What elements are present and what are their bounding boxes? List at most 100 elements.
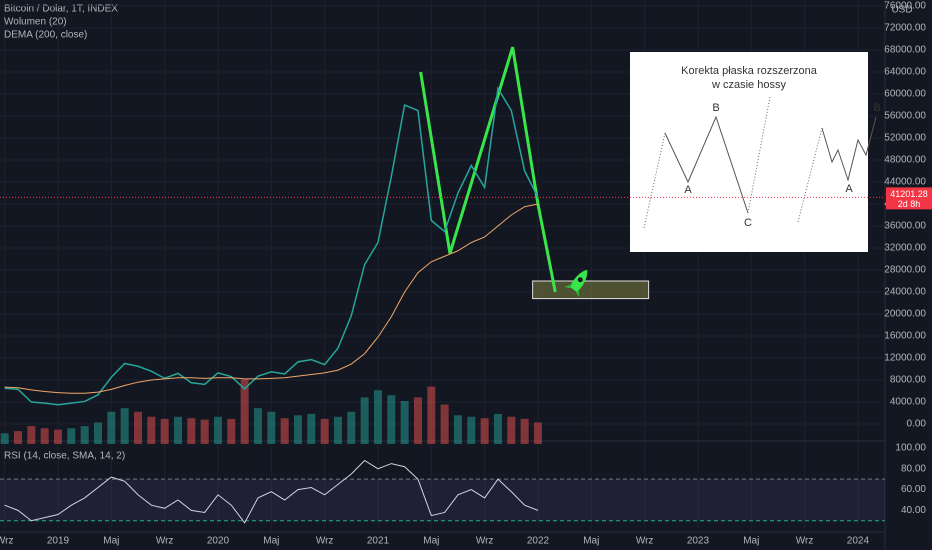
volume-bar (440, 404, 449, 444)
x-tick-label: Maj (423, 536, 439, 547)
volume-bar (13, 431, 22, 444)
volume-bar (27, 426, 36, 444)
volume-bar (467, 416, 476, 444)
volume-bar (200, 419, 209, 444)
volume-bar (67, 428, 76, 444)
y-tick-label: 72000.00 (884, 23, 926, 34)
volume-title: Wolumen (20) (4, 17, 67, 28)
price-line (4, 86, 539, 406)
rsi-line (4, 459, 539, 524)
x-tick-label: Wrz (0, 536, 13, 547)
inset-line (664, 115, 749, 214)
inset-line (797, 127, 823, 223)
volume-bar (107, 411, 116, 444)
inset-image: Korekta płaska rozszerzona w czasie hoss… (630, 52, 881, 252)
last-price-label: 41201.28 (890, 189, 928, 199)
inset-label: B (712, 102, 719, 114)
volume-bar (53, 429, 62, 444)
volume-bar (333, 416, 342, 444)
x-tick-label: Wrz (476, 536, 494, 547)
y-tick-label: 48000.00 (884, 155, 926, 166)
y-tick-label: 20000.00 (884, 309, 926, 320)
volume-bar (213, 416, 222, 444)
countdown-label: 2d 8h (898, 199, 921, 209)
volume-bar (307, 413, 316, 444)
volume-bar (320, 418, 329, 444)
unit-label: USD (891, 5, 912, 16)
volume-bar (80, 426, 89, 444)
y-tick-label: 80.00 (901, 463, 926, 474)
volume-bar (0, 433, 9, 444)
y-tick-label: 36000.00 (884, 221, 926, 232)
inset-line (643, 132, 666, 229)
last-price-tag (886, 187, 932, 210)
volume-bar (453, 415, 462, 444)
volume-bar (40, 428, 49, 444)
volume-bar (400, 401, 409, 444)
volume-bar (93, 422, 102, 444)
x-tick-label: Maj (263, 536, 279, 547)
inset-label: A (684, 184, 692, 196)
x-tick-label: Wrz (156, 536, 174, 547)
inset-title: w czasie hossy (711, 79, 786, 91)
y-tick-label: 28000.00 (884, 265, 926, 276)
volume-bar (480, 418, 489, 444)
rsi-band (0, 479, 885, 521)
volume-bar (493, 413, 502, 444)
x-tick-label: 2019 (47, 536, 70, 547)
x-tick-label: 2022 (527, 536, 550, 547)
volume-bar (373, 390, 382, 444)
y-tick-label: 44000.00 (884, 177, 926, 188)
target-zone (532, 280, 650, 300)
volume-bar (120, 408, 129, 444)
x-tick-label: Wrz (796, 536, 814, 547)
x-tick-label: Maj (583, 536, 599, 547)
y-tick-label: 8000.00 (890, 375, 927, 386)
y-tick-label: 100.00 (895, 443, 926, 454)
x-tick-label: 2023 (687, 536, 710, 547)
volume-bar (173, 416, 182, 444)
x-tick-label: 2020 (207, 536, 230, 547)
volume-bar (413, 397, 422, 444)
volume-bar (360, 397, 369, 444)
annotation-line (419, 46, 557, 293)
x-tick-label: Wrz (316, 536, 334, 547)
volume-bar (147, 416, 156, 444)
volume-bar (347, 411, 356, 444)
volume-bar (253, 408, 262, 444)
y-tick-label: 68000.00 (884, 45, 926, 56)
volume-bar (280, 418, 289, 444)
volume-bar (227, 418, 236, 444)
rsi-title: RSI (14, close, SMA, 14, 2) (4, 451, 125, 462)
y-tick-label: 52000.00 (884, 133, 926, 144)
inset-label: A (845, 183, 853, 195)
inset-line (821, 116, 877, 182)
volume-bar (187, 418, 196, 444)
volume-bar (520, 418, 529, 444)
inset-background (630, 52, 868, 252)
y-tick-label: 40.00 (901, 505, 926, 516)
y-tick-label: 56000.00 (884, 111, 926, 122)
volume-bar (387, 395, 396, 444)
y-tick-label: 24000.00 (884, 287, 926, 298)
x-tick-label: Wrz (636, 536, 654, 547)
dema-line (4, 203, 539, 394)
volume-bar (240, 379, 249, 444)
volume-bar (133, 411, 142, 444)
y-tick-label: 16000.00 (884, 331, 926, 342)
x-tick-label: Maj (743, 536, 759, 547)
volume-bar (267, 411, 276, 444)
volume-bar (427, 386, 436, 444)
volume-bar (507, 416, 516, 444)
volume-bar (160, 418, 169, 444)
inset-title: Korekta płaska rozszerzona (681, 65, 818, 77)
y-tick-label: 76000.00 (884, 1, 926, 12)
y-tick-label: 0.00 (907, 419, 927, 430)
x-tick-label: 2021 (367, 536, 390, 547)
inset-label: C (744, 217, 752, 229)
x-tick-label: 2024 (847, 536, 870, 547)
y-tick-label: 32000.00 (884, 243, 926, 254)
y-tick-label: 60000.00 (884, 89, 926, 100)
y-tick-label: 60.00 (901, 484, 926, 495)
